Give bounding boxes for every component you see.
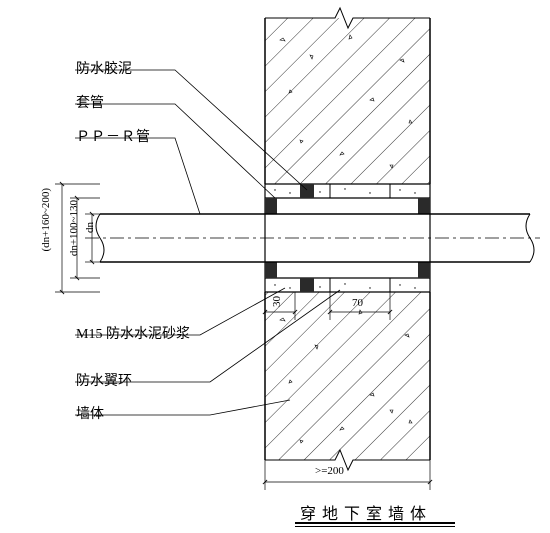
title-underline-2 (295, 526, 455, 527)
putty-top-left (265, 198, 277, 214)
dim-wall: >=200 (315, 465, 344, 477)
label-ppr-pipe: ＰＰ－Ｒ管 (76, 126, 151, 146)
dim-ring: 70 (352, 297, 363, 309)
label-waterproof-ring: 防水翼环 (76, 370, 132, 390)
dim-outer: (dn+160~200) (40, 188, 52, 251)
diagram-canvas (0, 0, 550, 533)
drawing-title: 穿地下室墙体 (300, 500, 432, 524)
label-m15-mortar: M15 防水水泥砂浆 (76, 323, 190, 343)
wall-body (265, 8, 430, 470)
label-wall: 墙体 (76, 403, 104, 423)
dim-mortar: 30 (271, 296, 283, 307)
label-sleeve: 套管 (76, 92, 104, 112)
ppr-pipe (85, 214, 540, 262)
label-waterproof-putty: 防水胶泥 (76, 58, 132, 78)
dim-sleeve: dn+100~130 (68, 200, 80, 256)
title-underline-1 (295, 522, 455, 524)
dim-dn: dn (84, 222, 96, 233)
